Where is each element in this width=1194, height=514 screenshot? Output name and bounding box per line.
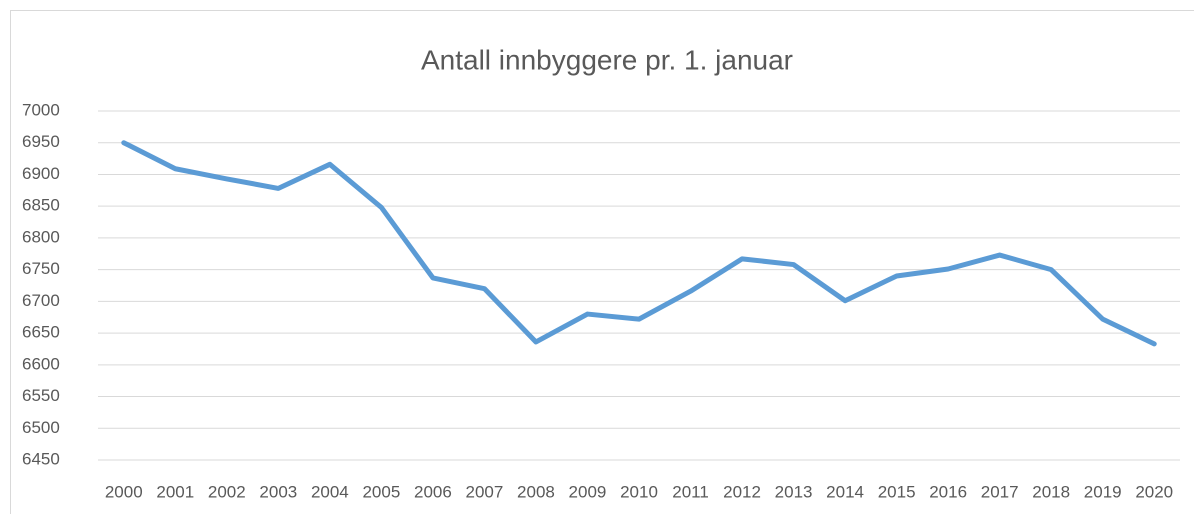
data-line [121, 140, 1157, 347]
y-tick-label: 6500 [22, 418, 60, 437]
x-tick-label: 2020 [1135, 482, 1173, 501]
chart-frame [10, 10, 1194, 514]
x-tick-label: 2002 [208, 482, 246, 501]
x-tick-label: 2016 [929, 482, 967, 501]
x-tick-label: 2000 [105, 482, 143, 501]
x-tick-label: 2003 [259, 482, 297, 501]
x-tick-label: 2001 [156, 482, 194, 501]
y-tick-label: 6950 [22, 132, 60, 151]
x-tick-label: 2011 [672, 482, 709, 501]
y-tick-label: 6900 [22, 164, 60, 183]
y-tick-label: 6600 [22, 354, 60, 373]
y-tick-label: 7000 [22, 100, 60, 119]
y-tick-label: 6850 [22, 196, 60, 215]
y-tick-label: 6700 [22, 291, 60, 310]
x-tick-label: 2010 [620, 482, 658, 501]
y-tick-label: 6550 [22, 386, 60, 405]
y-tick-label: 6450 [22, 449, 60, 468]
x-tick-label: 2012 [723, 482, 761, 501]
x-tick-label: 2008 [517, 482, 555, 501]
x-tick-label: 2019 [1084, 482, 1122, 501]
x-tick-label: 2013 [775, 482, 813, 501]
x-tick-label: 2009 [569, 482, 607, 501]
x-tick-label: 2007 [466, 482, 504, 501]
y-tick-label: 6650 [22, 323, 60, 342]
x-tick-label: 2018 [1032, 482, 1070, 501]
chart-title: Antall innbyggere pr. 1. januar [421, 44, 793, 75]
x-tick-label: 2014 [826, 482, 864, 501]
x-tick-label: 2017 [981, 482, 1019, 501]
x-tick-label: 2006 [414, 482, 452, 501]
y-tick-label: 6800 [22, 227, 60, 246]
x-tick-label: 2005 [362, 482, 400, 501]
y-tick-label: 6750 [22, 259, 60, 278]
x-tick-label: 2004 [311, 482, 349, 501]
x-tick-label: 2015 [878, 482, 916, 501]
